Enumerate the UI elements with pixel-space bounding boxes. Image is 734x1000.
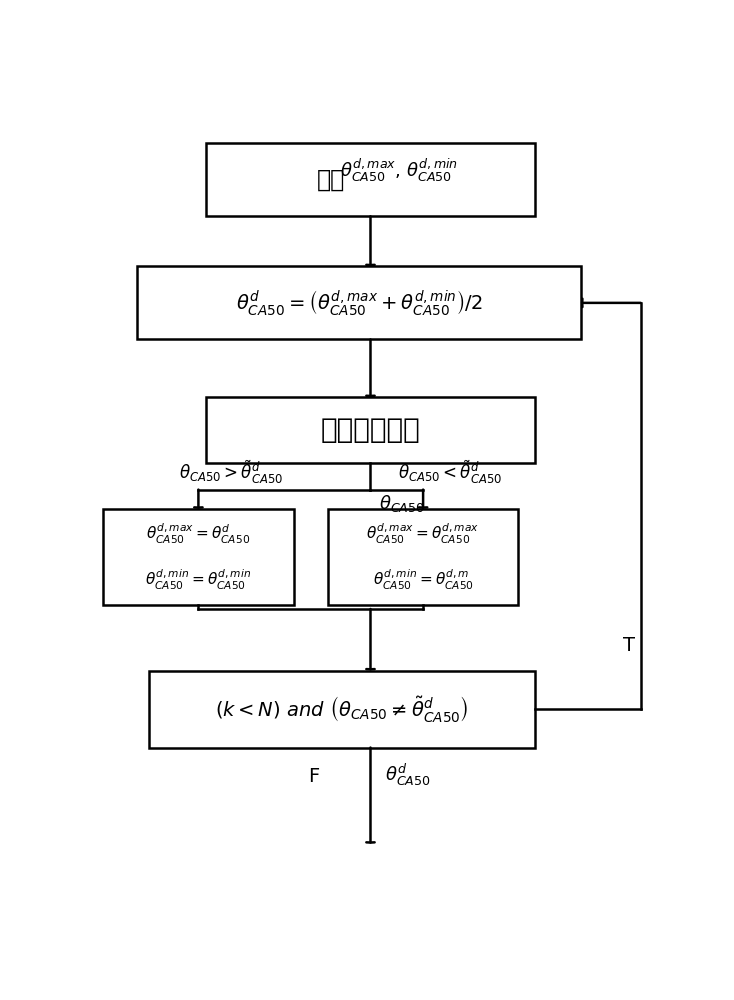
Bar: [148, 671, 535, 748]
Text: T: T: [623, 636, 636, 655]
Text: F: F: [308, 767, 319, 786]
Text: $\theta_{CA50}<\tilde{\theta}_{CA50}^{d}$: $\theta_{CA50}<\tilde{\theta}_{CA50}^{d}…: [398, 458, 502, 486]
Bar: [137, 266, 581, 339]
Text: $\theta_{CA50}>\tilde{\theta}_{CA50}^{d}$: $\theta_{CA50}>\tilde{\theta}_{CA50}^{d}…: [179, 458, 283, 486]
Bar: [328, 509, 518, 605]
Text: $\theta_{CA50}^{d}=\left(\theta_{CA50}^{d,max}+\theta_{CA50}^{d,min}\right)/2$: $\theta_{CA50}^{d}=\left(\theta_{CA50}^{…: [236, 288, 483, 317]
Text: $\theta_{CA50}^{d,min}=\theta_{CA50}^{d,m}$: $\theta_{CA50}^{d,min}=\theta_{CA50}^{d,…: [373, 568, 473, 592]
Text: $\theta_{CA50}^{d}$: $\theta_{CA50}^{d}$: [385, 761, 430, 788]
Text: $\theta_{CA50}^{d,max}$, $\theta_{CA50}^{d,min}$: $\theta_{CA50}^{d,max}$, $\theta_{CA50}^…: [340, 157, 458, 184]
Text: 黑箱修正模型: 黑箱修正模型: [321, 416, 421, 444]
Bar: [103, 509, 294, 605]
Text: $\left(k<N\right)$ $and$ $\left(\theta_{CA50}\neq\tilde{\theta}_{CA50}^{d}\right: $\left(k<N\right)$ $and$ $\left(\theta_{…: [215, 694, 469, 724]
Text: $\theta_{CA50}^{d,max}=\theta_{CA50}^{d,max}$: $\theta_{CA50}^{d,max}=\theta_{CA50}^{d,…: [366, 522, 480, 546]
Bar: [206, 397, 536, 463]
Text: $\theta_{CA50}^{d,max}=\theta_{CA50}^{d}$: $\theta_{CA50}^{d,max}=\theta_{CA50}^{d}…: [146, 522, 250, 546]
Text: $\theta_{CA50}$: $\theta_{CA50}$: [379, 493, 425, 514]
Bar: [206, 143, 536, 216]
Text: 初始: 初始: [316, 168, 345, 192]
Text: $\theta_{CA50}^{d,min}=\theta_{CA50}^{d,min}$: $\theta_{CA50}^{d,min}=\theta_{CA50}^{d,…: [145, 568, 252, 592]
